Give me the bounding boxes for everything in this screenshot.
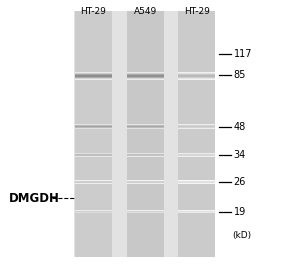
Text: HT-29: HT-29 <box>184 7 210 16</box>
Text: HT-29: HT-29 <box>80 7 106 16</box>
Bar <box>75 11 112 257</box>
Text: (kD): (kD) <box>232 231 251 240</box>
Text: 117: 117 <box>233 49 252 59</box>
Bar <box>74 11 215 257</box>
Bar <box>127 11 164 257</box>
Bar <box>178 11 215 257</box>
Text: A549: A549 <box>134 7 157 16</box>
Text: 34: 34 <box>233 150 246 160</box>
Text: 26: 26 <box>233 177 246 187</box>
Text: DMGDH: DMGDH <box>8 192 59 205</box>
Text: 19: 19 <box>233 207 246 217</box>
Text: 85: 85 <box>233 70 246 80</box>
Text: 48: 48 <box>233 122 246 131</box>
